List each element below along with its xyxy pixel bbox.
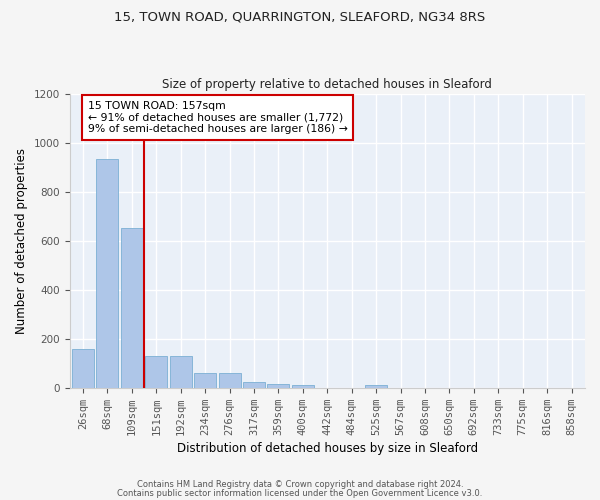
Bar [268,384,289,388]
Bar [97,158,118,388]
Bar [365,386,387,388]
Bar [170,356,191,388]
Y-axis label: Number of detached properties: Number of detached properties [15,148,28,334]
Bar [194,373,216,388]
Text: 15 TOWN ROAD: 157sqm
← 91% of detached houses are smaller (1,772)
9% of semi-det: 15 TOWN ROAD: 157sqm ← 91% of detached h… [88,101,348,134]
Text: Contains public sector information licensed under the Open Government Licence v3: Contains public sector information licen… [118,488,482,498]
Text: 15, TOWN ROAD, QUARRINGTON, SLEAFORD, NG34 8RS: 15, TOWN ROAD, QUARRINGTON, SLEAFORD, NG… [115,10,485,23]
Bar [121,228,143,388]
Bar [243,382,265,388]
Bar [292,386,314,388]
Bar [218,373,241,388]
X-axis label: Distribution of detached houses by size in Sleaford: Distribution of detached houses by size … [177,442,478,455]
Bar [72,348,94,388]
Text: Contains HM Land Registry data © Crown copyright and database right 2024.: Contains HM Land Registry data © Crown c… [137,480,463,489]
Title: Size of property relative to detached houses in Sleaford: Size of property relative to detached ho… [163,78,492,91]
Bar [145,356,167,388]
